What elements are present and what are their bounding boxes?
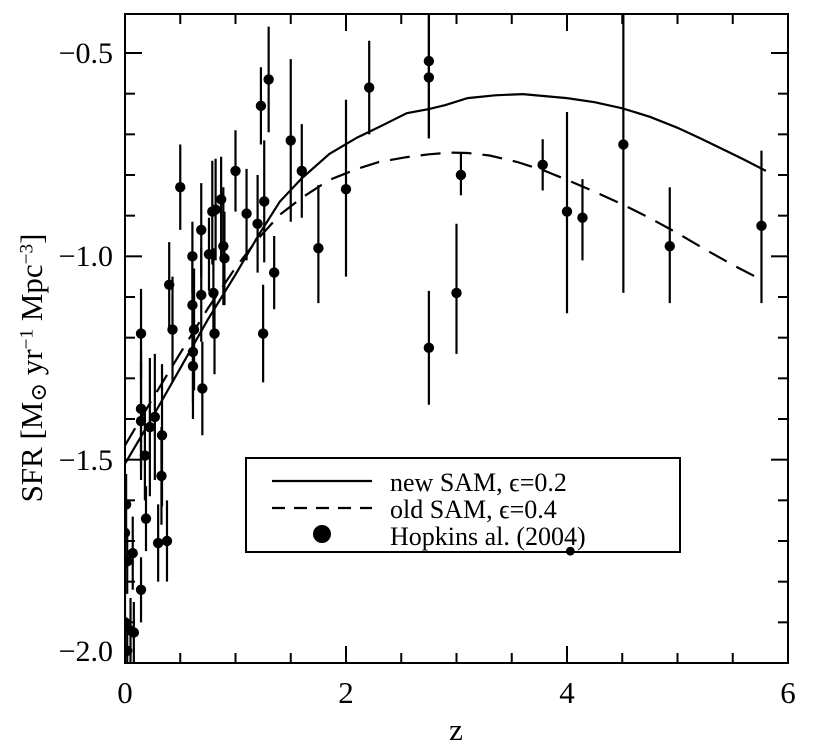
- data-point: [144, 421, 156, 433]
- points-layer: [125, 14, 767, 663]
- data-point: [203, 249, 215, 260]
- data-point: [187, 360, 199, 372]
- data-point: [257, 328, 269, 339]
- data-point: [152, 537, 164, 549]
- data-point: [175, 182, 186, 193]
- data-point: [215, 194, 227, 205]
- x-tick-label: 2: [338, 675, 354, 710]
- y-tick-label: −1.5: [58, 443, 113, 477]
- data-point: [161, 535, 173, 547]
- data-point: [196, 289, 207, 301]
- data-point: [451, 287, 462, 299]
- legend-circle-marker: [313, 525, 331, 543]
- data-point: [259, 196, 270, 207]
- data-point: [313, 243, 324, 254]
- y-tick-label: −1.0: [58, 240, 113, 274]
- data-point: [219, 253, 230, 264]
- data-point: [423, 72, 435, 83]
- data-point: [285, 135, 296, 146]
- legend-label-new-sam: new SAM, ϵ=0.2: [390, 468, 567, 497]
- y-tick-label: −0.5: [58, 37, 113, 70]
- data-point: [125, 645, 133, 657]
- data-point: [135, 584, 147, 596]
- data-point: [537, 159, 548, 171]
- x-tick-label: 6: [780, 675, 796, 710]
- data-point: [188, 324, 200, 335]
- data-point: [455, 169, 467, 181]
- data-point: [255, 100, 267, 112]
- data-point: [423, 342, 435, 354]
- data-point: [577, 212, 588, 223]
- x-axis-title: z: [449, 712, 463, 747]
- axes-frame: [124, 13, 789, 664]
- x-tick-label: 0: [117, 675, 133, 710]
- data-point: [565, 546, 575, 556]
- data-point: [618, 139, 629, 150]
- data-point: [196, 224, 207, 236]
- data-point: [252, 218, 263, 230]
- curves-layer: [125, 92, 767, 465]
- data-point: [149, 411, 161, 423]
- data-point: [127, 548, 138, 559]
- dashed-curve-old-sam: [125, 151, 758, 446]
- data-point: [756, 220, 767, 232]
- data-point: [139, 450, 151, 461]
- data-point: [187, 299, 198, 311]
- data-point: [125, 527, 131, 539]
- solid-curve-new-sam: [125, 92, 767, 465]
- data-point: [340, 184, 352, 195]
- data-point: [125, 556, 133, 567]
- data-point: [230, 165, 241, 177]
- data-point: [218, 240, 229, 252]
- data-point: [187, 251, 198, 262]
- data-point: [135, 328, 147, 339]
- data-point: [140, 513, 152, 524]
- sun-symbol: ⊙: [26, 382, 52, 402]
- legend-label-hopkins: Hopkins al. (2004): [390, 522, 586, 551]
- legend-label-old-sam: old SAM, ϵ=0.4: [390, 495, 557, 524]
- data-point: [207, 206, 218, 217]
- data-point: [128, 627, 140, 638]
- data-point: [561, 206, 573, 217]
- data-point: [268, 267, 280, 278]
- data-point: [125, 499, 132, 510]
- data-point: [296, 165, 307, 177]
- data-point: [135, 415, 147, 427]
- data-point: [364, 82, 375, 93]
- data-point: [164, 279, 175, 291]
- data-point: [241, 208, 252, 219]
- data-point: [263, 74, 274, 85]
- data-point: [208, 287, 219, 299]
- data-point: [664, 240, 675, 252]
- data-point: [209, 328, 220, 339]
- data-point: [156, 470, 167, 482]
- x-tick-label: 4: [559, 675, 575, 710]
- y-tick-label: −2.0: [58, 635, 113, 668]
- data-point: [197, 383, 208, 394]
